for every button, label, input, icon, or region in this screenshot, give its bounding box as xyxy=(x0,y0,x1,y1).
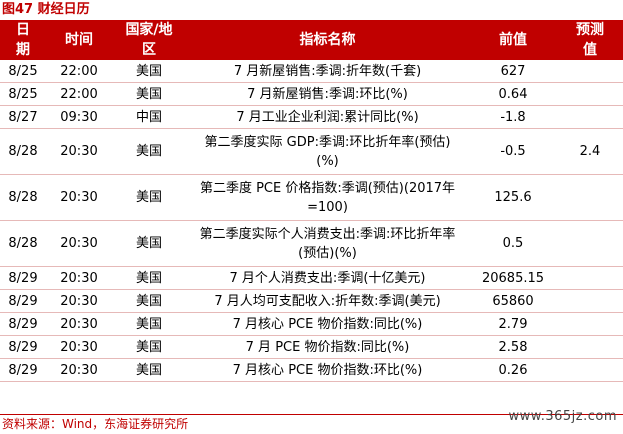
table-row: 8/29 20:30 美国 7 月人均可支配收入:折年数:季调(美元) 6586… xyxy=(0,289,623,313)
cell-indicator: 7 月个人消费支出:季调(十亿美元) xyxy=(186,266,469,290)
table-row: 8/25 22:00 美国 7 月新屋销售:季调:折年数(千套) 627 xyxy=(0,60,623,83)
cell-date: 8/29 xyxy=(0,335,46,359)
cell-date: 8/29 xyxy=(0,266,46,290)
cell-prev: 0.5 xyxy=(469,220,557,267)
cell-time: 20:30 xyxy=(46,312,112,336)
table-row: 8/29 20:30 美国 7 月核心 PCE 物价指数:环比(%) 0.26 xyxy=(0,358,623,382)
cell-forecast xyxy=(557,312,623,336)
table-row: 8/28 20:30 美国 第二季度实际个人消费支出:季调:环比折年率(预估)(… xyxy=(0,220,623,267)
calendar-table: 日期 时间 国家/地区 指标名称 前值 预测值 8/25 22:00 美国 7 … xyxy=(0,20,623,382)
cell-forecast xyxy=(557,358,623,382)
cell-time: 20:30 xyxy=(46,128,112,175)
figure-caption: 图47 财经日历 xyxy=(2,2,90,17)
cell-time: 20:30 xyxy=(46,358,112,382)
header-forecast: 预测值 xyxy=(557,20,623,60)
cell-region: 中国 xyxy=(112,105,186,129)
cell-indicator: 7 月核心 PCE 物价指数:环比(%) xyxy=(186,358,469,382)
cell-region: 美国 xyxy=(112,128,186,175)
cell-region: 美国 xyxy=(112,358,186,382)
cell-date: 8/29 xyxy=(0,358,46,382)
cell-prev: 125.6 xyxy=(469,174,557,221)
cell-prev: 0.26 xyxy=(469,358,557,382)
header-prev: 前值 xyxy=(469,20,557,60)
cell-region: 美国 xyxy=(112,266,186,290)
source-note: 资料来源：Wind，东海证券研究所 xyxy=(2,417,189,431)
table-row: 8/29 20:30 美国 7 月 PCE 物价指数:同比(%) 2.58 xyxy=(0,335,623,359)
cell-region: 美国 xyxy=(112,174,186,221)
watermark: www.365jz.com xyxy=(508,409,617,424)
cell-date: 8/28 xyxy=(0,220,46,267)
table-row: 8/28 20:30 美国 第二季度实际 GDP:季调:环比折年率(预估)(%)… xyxy=(0,128,623,175)
cell-indicator: 7 月 PCE 物价指数:同比(%) xyxy=(186,335,469,359)
cell-region: 美国 xyxy=(112,312,186,336)
cell-time: 22:00 xyxy=(46,60,112,83)
cell-indicator: 第二季度实际 GDP:季调:环比折年率(预估)(%) xyxy=(186,128,469,175)
table-row: 8/28 20:30 美国 第二季度 PCE 价格指数:季调(预估)(2017年… xyxy=(0,174,623,221)
footer-divider xyxy=(0,414,623,415)
cell-forecast xyxy=(557,335,623,359)
cell-forecast xyxy=(557,220,623,267)
cell-date: 8/28 xyxy=(0,128,46,175)
cell-region: 美国 xyxy=(112,289,186,313)
cell-forecast xyxy=(557,266,623,290)
header-region: 国家/地区 xyxy=(112,20,186,60)
cell-indicator: 7 月人均可支配收入:折年数:季调(美元) xyxy=(186,289,469,313)
cell-indicator: 第二季度实际个人消费支出:季调:环比折年率(预估)(%) xyxy=(186,220,469,267)
cell-time: 20:30 xyxy=(46,335,112,359)
cell-prev: 20685.15 xyxy=(469,266,557,290)
cell-indicator: 第二季度 PCE 价格指数:季调(预估)(2017年=100) xyxy=(186,174,469,221)
cell-region: 美国 xyxy=(112,60,186,83)
cell-time: 09:30 xyxy=(46,105,112,129)
cell-date: 8/29 xyxy=(0,289,46,313)
cell-time: 20:30 xyxy=(46,266,112,290)
table-row: 8/29 20:30 美国 7 月个人消费支出:季调(十亿美元) 20685.1… xyxy=(0,266,623,290)
header-row: 日期 时间 国家/地区 指标名称 前值 预测值 xyxy=(0,20,623,60)
cell-forecast: 2.4 xyxy=(557,128,623,175)
cell-time: 20:30 xyxy=(46,220,112,267)
cell-forecast xyxy=(557,60,623,83)
cell-forecast xyxy=(557,105,623,129)
cell-indicator: 7 月核心 PCE 物价指数:同比(%) xyxy=(186,312,469,336)
cell-indicator: 7 月新屋销售:季调:折年数(千套) xyxy=(186,60,469,83)
cell-date: 8/27 xyxy=(0,105,46,129)
table-row: 8/25 22:00 美国 7 月新屋销售:季调:环比(%) 0.64 xyxy=(0,82,623,106)
cell-forecast xyxy=(557,82,623,106)
cell-prev: 0.64 xyxy=(469,82,557,106)
cell-date: 8/28 xyxy=(0,174,46,221)
cell-prev: 2.58 xyxy=(469,335,557,359)
header-indicator: 指标名称 xyxy=(186,20,469,60)
cell-prev: 2.79 xyxy=(469,312,557,336)
cell-prev: 65860 xyxy=(469,289,557,313)
cell-prev: 627 xyxy=(469,60,557,83)
header-date: 日期 xyxy=(0,20,46,60)
header-time: 时间 xyxy=(46,20,112,60)
cell-date: 8/29 xyxy=(0,312,46,336)
cell-time: 20:30 xyxy=(46,289,112,313)
cell-time: 22:00 xyxy=(46,82,112,106)
cell-date: 8/25 xyxy=(0,82,46,106)
cell-indicator: 7 月工业企业利润:累计同比(%) xyxy=(186,105,469,129)
table-row: 8/29 20:30 美国 7 月核心 PCE 物价指数:同比(%) 2.79 xyxy=(0,312,623,336)
cell-time: 20:30 xyxy=(46,174,112,221)
cell-region: 美国 xyxy=(112,82,186,106)
cell-indicator: 7 月新屋销售:季调:环比(%) xyxy=(186,82,469,106)
cell-forecast xyxy=(557,174,623,221)
table-row: 8/27 09:30 中国 7 月工业企业利润:累计同比(%) -1.8 xyxy=(0,105,623,129)
cell-region: 美国 xyxy=(112,335,186,359)
cell-prev: -1.8 xyxy=(469,105,557,129)
cell-forecast xyxy=(557,289,623,313)
cell-region: 美国 xyxy=(112,220,186,267)
cell-prev: -0.5 xyxy=(469,128,557,175)
cell-date: 8/25 xyxy=(0,60,46,83)
